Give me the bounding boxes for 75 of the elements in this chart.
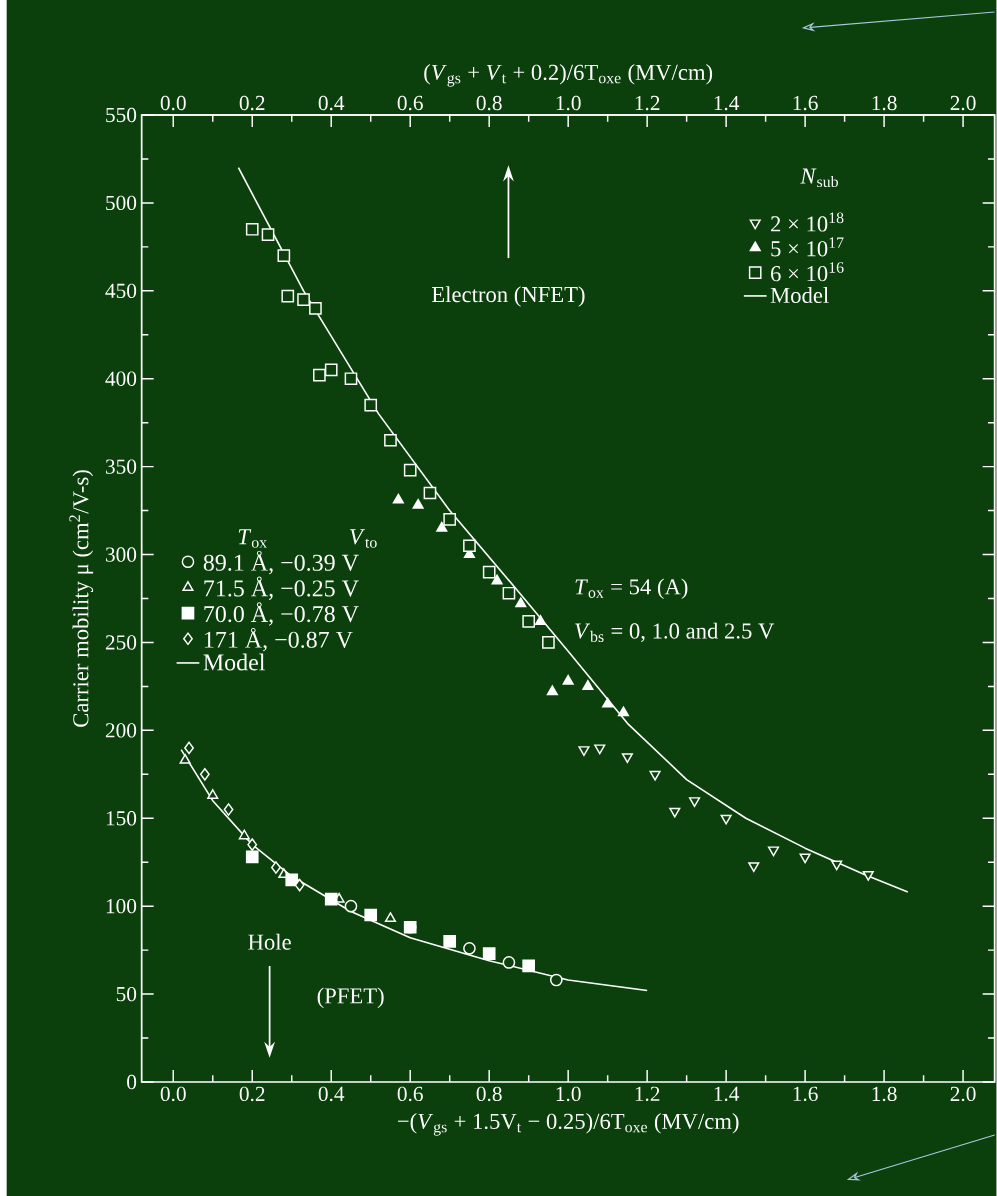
annotation: Hole (248, 933, 292, 950)
x-tick-label: 2.0 (950, 1086, 976, 1102)
legend-label: Model (203, 653, 266, 671)
point (483, 947, 496, 960)
y-tick-label: 200 (106, 723, 137, 738)
y-tick-label: 450 (105, 283, 137, 299)
point (246, 850, 259, 864)
point (443, 935, 457, 948)
x-tick-label: 0.0 (160, 1086, 186, 1102)
point (325, 892, 338, 906)
annotation: V$_{to}$ (350, 529, 377, 548)
x-axis-title: −(V$_{gs}$ + 1.5V$_{t}$ − 0.25)/6T$_{oxe}$ (MV/cm) (398, 1113, 739, 1136)
legend-label: 89.1 Å, −0.39 V (203, 550, 359, 575)
text: (V$_{gs}$ + V$_{t}$ + 0.2)/6T$_{oxe}$ (MV/cm) (424, 64, 713, 87)
point (271, 861, 282, 874)
x-tick-label: 1.0 (556, 1086, 581, 1102)
x2-tick-label: 1.6 (793, 95, 818, 111)
point (184, 741, 195, 755)
y-tick-label: 350 (106, 459, 137, 474)
x2-tick-label: 0.6 (397, 95, 424, 111)
point (550, 973, 563, 987)
point (179, 753, 191, 764)
x-tick-label: 1.6 (793, 1086, 818, 1102)
y-tick-label: 400 (105, 371, 137, 386)
annotation: (PFET) (317, 987, 384, 1009)
point (364, 908, 378, 922)
x-tick-label: 0.2 (239, 1086, 265, 1102)
point (223, 803, 234, 816)
x-tick-label: 1.4 (714, 1086, 740, 1102)
x2-tick-label: 1.8 (872, 95, 897, 111)
x2-tick-label: 0.2 (239, 95, 265, 111)
legend-label: 5 × 10$^{17}$ (771, 237, 844, 257)
legend-label: Model (770, 287, 829, 304)
x-tick-label: 0.8 (476, 1086, 502, 1102)
point (285, 873, 299, 887)
x2-tick-label: 2.0 (950, 95, 976, 111)
y-tick-label: 150 (107, 811, 137, 826)
y-tick-label: 0 (127, 1074, 137, 1090)
point (385, 912, 397, 923)
y-tick-label: 300 (106, 547, 137, 562)
point (238, 829, 251, 840)
legend-label: 71.5 Å, −0.25 V (204, 576, 359, 600)
annotation: T$_{ox}$ (238, 529, 268, 548)
x2-tick-label: 1.2 (635, 95, 660, 111)
point (207, 789, 219, 799)
x2-tick-label: 0.8 (476, 95, 502, 111)
point (200, 767, 210, 781)
legend-label: 70.0 Å, −0.78 V (204, 602, 359, 626)
legend-label: 6 × 10$^{16}$ (771, 262, 844, 282)
x2-tick-label: 1.0 (556, 95, 581, 111)
legend-label: 2 × 10$^{18}$ (771, 212, 844, 232)
y-tick-label: 250 (106, 635, 137, 650)
annotation: Electron (NFET) (432, 286, 585, 307)
x2-tick-label: 1.4 (714, 95, 740, 111)
legend-label: 171 Å, −0.87 V (205, 627, 353, 652)
y-tick-label: 550 (106, 107, 137, 123)
point (522, 959, 536, 973)
x-tick-label: 0.4 (318, 1086, 345, 1102)
point (247, 838, 258, 851)
point (294, 878, 305, 892)
x-tick-label: 1.2 (635, 1086, 660, 1102)
y-tick-label: 50 (117, 986, 137, 1002)
x-tick-label: 0.6 (397, 1086, 424, 1102)
annotation: N$_{sub}$ (800, 168, 839, 188)
annotation: V$_{bs}$ = 0, 1.0 and 2.5 V (575, 622, 775, 642)
point (344, 899, 358, 913)
y-tick-label: 100 (107, 898, 137, 914)
point (463, 942, 476, 955)
x2-tick-label: 0.4 (318, 95, 345, 111)
annotation: T$_{ox}$ = 54 (A) (575, 578, 688, 600)
y-tick-label: 500 (106, 195, 137, 211)
y-axis-title: Carrier mobility μ (cm$^{2}$/V-s) (69, 470, 94, 727)
x-tick-label: 1.8 (872, 1086, 897, 1102)
point (502, 956, 516, 969)
x2-tick-label: 0.0 (160, 95, 186, 111)
